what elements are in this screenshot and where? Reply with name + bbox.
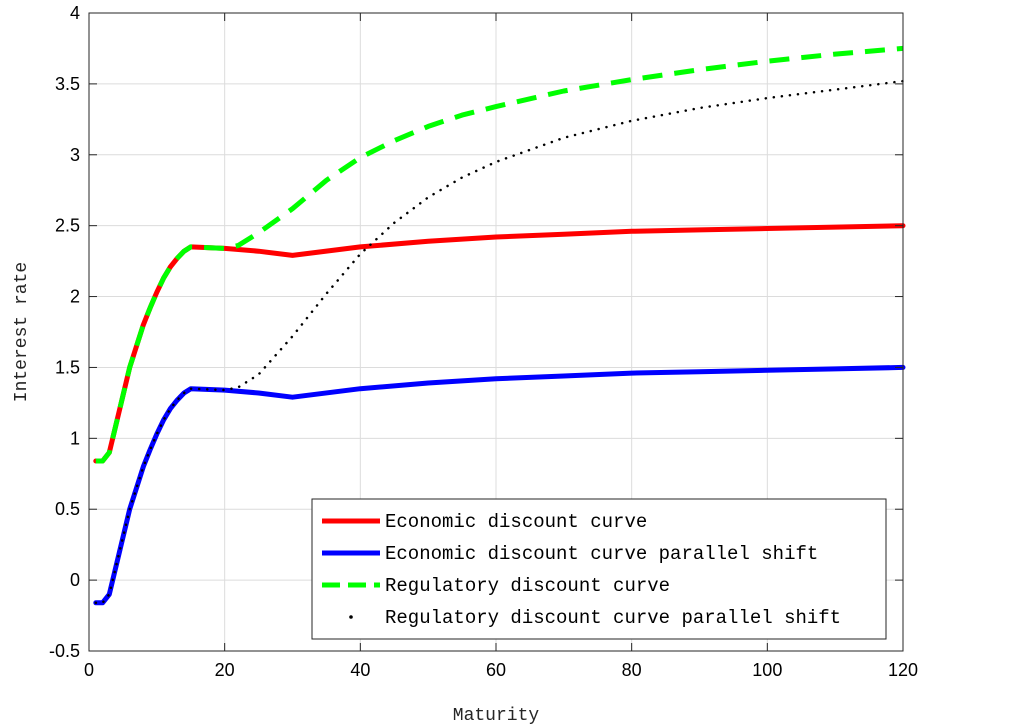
x-tick-label: 0 — [84, 660, 94, 680]
y-tick-label: 2.5 — [55, 216, 80, 236]
y-tick-label: 1.5 — [55, 357, 80, 377]
x-tick-label: 40 — [350, 660, 370, 680]
y-tick-label: 4 — [70, 3, 80, 23]
x-tick-label: 120 — [888, 660, 918, 680]
y-tick-label: 3 — [70, 145, 80, 165]
series-line-4 — [94, 79, 905, 605]
y-axis-label: Interest rate — [12, 262, 32, 402]
y-tick-label: 3.5 — [55, 74, 80, 94]
y-tick-label: -0.5 — [49, 641, 80, 661]
ticks: 0 20 40 60 80 100 120-0.500.511.522.533.54 — [49, 3, 918, 680]
legend-box — [311, 498, 887, 640]
y-tick-label: 0 — [70, 570, 80, 590]
legend: Economic discount curve Economic discount… — [311, 498, 887, 640]
y-tick-label: 2 — [70, 287, 80, 307]
series-layer — [93, 45, 906, 606]
series-line-3 — [95, 45, 904, 464]
legend-label-1: Economic discount curve — [385, 511, 647, 533]
x-tick-label: 100 — [752, 660, 782, 680]
x-axis-label: Maturity — [453, 706, 540, 726]
legend-label-2: Economic discount curve parallel shift — [385, 543, 818, 565]
y-tick-label: 0.5 — [55, 499, 80, 519]
legend-items: Economic discount curve Economic discount… — [322, 511, 841, 629]
y-tick-label: 1 — [70, 428, 80, 448]
legend-label-3: Regulatory discount curve — [385, 575, 670, 597]
x-tick-label: 20 — [215, 660, 235, 680]
legend-label-4: Regulatory discount curve parallel shift — [385, 607, 841, 629]
legend-swatch-4 — [349, 615, 353, 619]
x-tick-label: 80 — [622, 660, 642, 680]
x-tick-label: 60 — [486, 660, 506, 680]
